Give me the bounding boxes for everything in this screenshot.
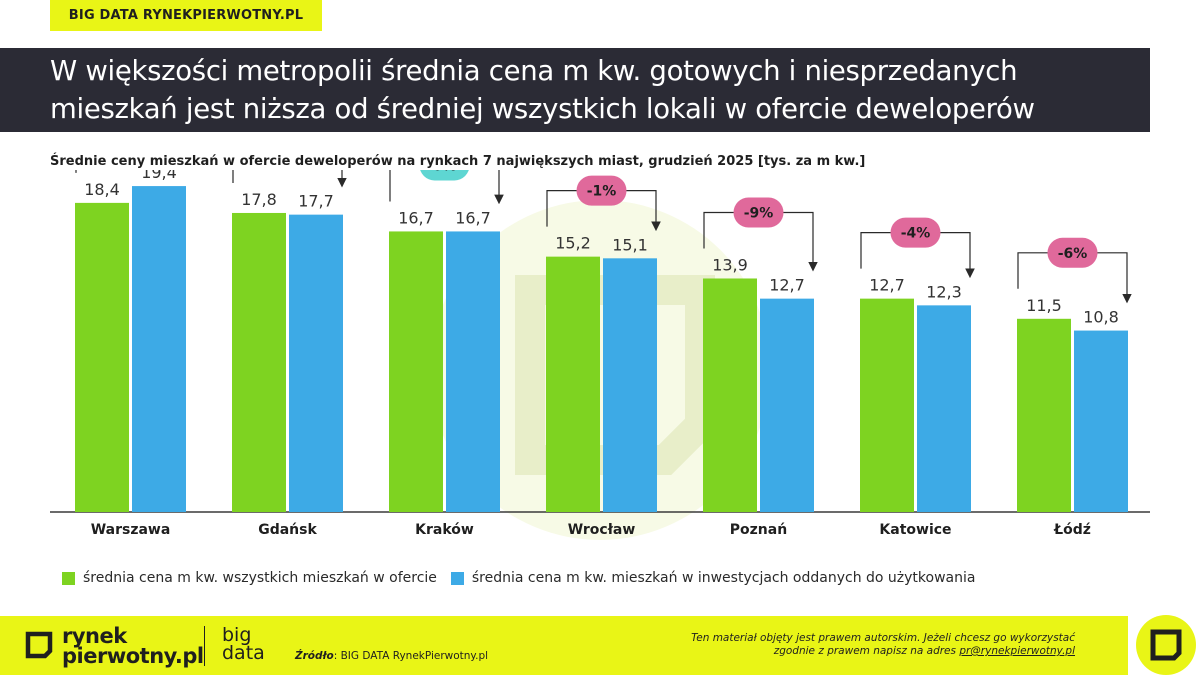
- change-badge-label: -1%: [587, 184, 617, 200]
- category-label: Katowice: [879, 522, 951, 538]
- chart-legend: średnia cena m kw. wszystkich mieszkań w…: [62, 570, 989, 586]
- logo-divider: [204, 626, 205, 666]
- source-label: Źródło: [295, 650, 334, 662]
- change-badge-label: 0%: [433, 170, 457, 174]
- change-badge-label: -9%: [744, 205, 774, 221]
- category-label: Gdańsk: [258, 522, 317, 538]
- change-badge: [890, 217, 941, 248]
- category-label: Poznań: [730, 522, 787, 538]
- bar-completed: [132, 186, 186, 512]
- copyright-email-link[interactable]: pr@rynekpierwotny.pl: [959, 645, 1075, 657]
- change-badge: [1047, 237, 1098, 268]
- bar-all: [703, 278, 757, 512]
- title-line-2: mieszkań jest niższa od średniej wszystk…: [50, 93, 1035, 125]
- category-label: Wrocław: [568, 522, 636, 538]
- bar-all: [232, 212, 286, 512]
- bar-completed: [603, 258, 657, 512]
- page-title: W większości metropolii średnia cena m k…: [50, 52, 1150, 128]
- bar-all: [75, 202, 129, 512]
- bigdata-line-2: data: [222, 642, 265, 664]
- data-label: 13,9: [712, 255, 748, 274]
- change-badge-label: -4%: [901, 226, 931, 242]
- data-label: 12,3: [926, 282, 962, 301]
- bar-completed: [760, 298, 814, 512]
- data-label: 10,8: [1083, 308, 1119, 327]
- source-text: : BIG DATA RynekPierwotny.pl: [333, 650, 489, 662]
- data-label: 18,4: [84, 180, 120, 199]
- copyright-line-1: Ten materiał objęty jest prawem autorski…: [691, 632, 1075, 644]
- footer-bar: [0, 616, 1128, 675]
- source-note: Źródło: BIG DATA RynekPierwotny.pl: [295, 650, 488, 662]
- rynek-logo-text: rynek pierwotny.pl: [62, 624, 204, 668]
- data-label: 12,7: [769, 276, 805, 295]
- legend-item-all: średnia cena m kw. wszystkich mieszkań w…: [62, 570, 437, 586]
- legend-label-all: średnia cena m kw. wszystkich mieszkań w…: [83, 570, 437, 586]
- change-bracket: [232, 170, 347, 188]
- category-label: Kraków: [415, 522, 474, 538]
- legend-swatch-green: [62, 571, 75, 585]
- change-badge: [420, 170, 469, 181]
- chart-subtitle: Średnie ceny mieszkań w ofercie dewelope…: [50, 154, 866, 169]
- bar-completed: [917, 305, 971, 512]
- legend-item-completed: średnia cena m kw. mieszkań w inwestycja…: [450, 570, 976, 586]
- change-badge-label: -6%: [1058, 246, 1088, 262]
- legend-swatch-blue: [450, 571, 464, 585]
- data-label: 17,8: [241, 190, 277, 209]
- legend-label-completed: średnia cena m kw. mieszkań w inwestycja…: [471, 570, 976, 586]
- bar-completed: [446, 231, 500, 512]
- data-label: 19,4: [141, 170, 177, 182]
- logo-icon: [1150, 629, 1182, 661]
- data-label: 16,7: [398, 208, 434, 227]
- change-badge: [733, 197, 784, 228]
- copyright-line-2: zgodnie z prawem napisz na adres pr@ryne…: [655, 645, 1075, 658]
- copyright-note: Ten materiał objęty jest prawem autorski…: [655, 632, 1075, 658]
- bar-all: [1017, 318, 1071, 512]
- data-label: 15,1: [612, 235, 648, 254]
- rynek-logo-icon: [25, 631, 53, 659]
- bar-chart: 18,419,4Warszawa+5%17,817,7Gdańsk-1%16,7…: [50, 170, 1150, 540]
- title-line-1: W większości metropolii średnia cena m k…: [50, 55, 1018, 87]
- data-label: 17,7: [298, 192, 334, 211]
- bigdata-logo: big data: [222, 624, 265, 664]
- change-bracket: [389, 170, 504, 205]
- bar-all: [860, 298, 914, 512]
- bar-all: [389, 231, 443, 512]
- bar-all: [546, 256, 600, 512]
- logo-line-1: rynek: [62, 624, 127, 648]
- headline-background: [0, 48, 1150, 132]
- category-label: Łódź: [1053, 522, 1091, 538]
- data-label: 11,5: [1026, 296, 1062, 315]
- bar-completed: [1074, 330, 1128, 512]
- data-label: 16,7: [455, 208, 491, 227]
- data-label: 15,2: [555, 234, 591, 253]
- data-label: 12,7: [869, 276, 905, 295]
- logo-line-2: pierwotny.pl: [62, 644, 204, 668]
- bigdata-line-1: big: [222, 624, 252, 646]
- corner-logo-badge: [1136, 615, 1196, 675]
- copyright-text: zgodnie z prawem napisz na adres: [773, 645, 956, 657]
- category-label: Warszawa: [91, 522, 171, 538]
- brand-tag: BIG DATA RYNEKPIERWOTNY.PL: [50, 0, 322, 31]
- change-badge: [576, 175, 627, 206]
- bar-completed: [289, 214, 343, 512]
